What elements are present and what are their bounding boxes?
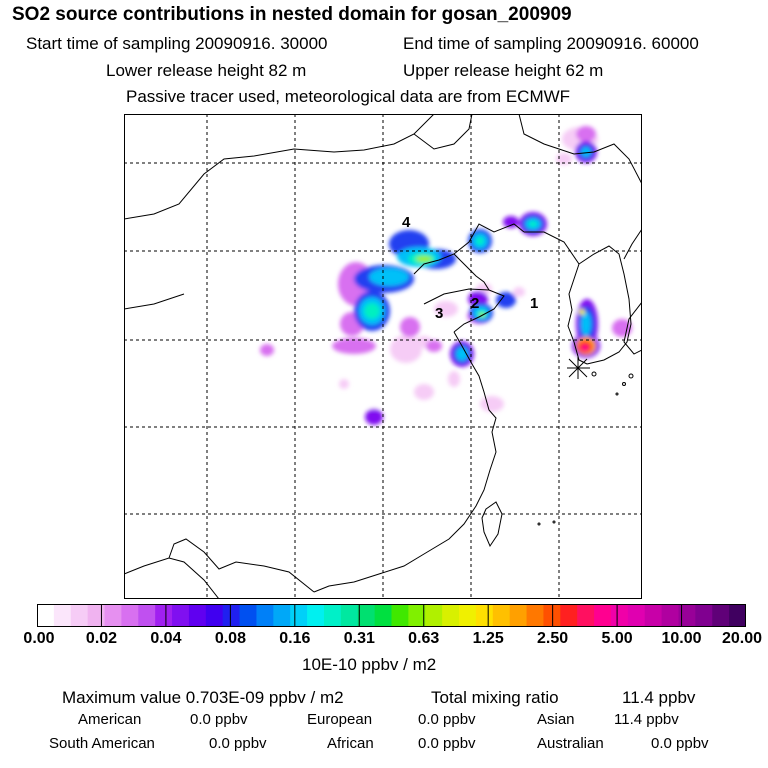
region-label-3: 3 [435, 305, 443, 322]
region-value-asian: 11.4 ppbv [614, 711, 679, 728]
colorbar-cell [290, 604, 308, 627]
region-value-european: 0.0 ppbv [418, 711, 476, 728]
maximum-value-label: Maximum value 0.703E-09 ppbv / m2 [62, 688, 344, 707]
colorbar-cell [442, 604, 460, 627]
map-panel: 4 2 3 1 [124, 114, 642, 599]
colorbar-cell [577, 604, 595, 627]
region-name-asian: Asian [537, 711, 575, 728]
colorbar-cell [87, 604, 106, 627]
colorbar-tick-label: 0.63 [408, 630, 440, 647]
lower-release-height-label: Lower release height 82 m [106, 61, 307, 80]
colorbar-cell [323, 604, 342, 627]
colorbar-tick-label: 20.00 [721, 630, 763, 647]
region-value-american: 0.0 ppbv [190, 711, 248, 728]
colorbar-cell [695, 604, 713, 627]
colorbar-cell [222, 604, 241, 627]
region-value-african: 0.0 ppbv [418, 735, 476, 752]
colorbar-cell [610, 604, 629, 627]
region-name-south-american: South American [49, 735, 155, 752]
colorbar-cell [425, 604, 443, 627]
colorbar-unit-label: 10E-10 ppbv / m2 [302, 655, 437, 674]
map-frame [124, 114, 642, 599]
colorbar-tick-label: 10.00 [661, 630, 702, 647]
colorbar-cell [155, 604, 173, 627]
colorbar-cell [205, 604, 224, 627]
colorbar-cell [627, 604, 646, 627]
colorbar-cell [104, 604, 122, 627]
colorbar-cell [138, 604, 156, 627]
coastlines [124, 114, 642, 599]
colorbar-tick-label: 0.02 [85, 630, 118, 647]
region-name-australian: Australian [537, 735, 604, 752]
colorbar-cell [53, 604, 72, 627]
colorbar-cell [121, 604, 139, 627]
region-label-4: 4 [402, 214, 411, 231]
colorbar-cell [678, 604, 696, 627]
colorbar-tick-label: 0.31 [343, 630, 375, 647]
colorbar-tick-label: 2.50 [537, 630, 569, 647]
colorbar-cell [307, 604, 325, 627]
colorbar-cell [256, 604, 274, 627]
colorbar-cell [594, 604, 612, 627]
colorbar-cell [188, 604, 207, 627]
colorbar-cell [560, 604, 578, 627]
region-value-australian: 0.0 ppbv [651, 735, 709, 752]
lat-lon-grid [124, 114, 642, 599]
upper-release-height-label: Upper release height 62 m [403, 61, 604, 80]
tracer-info-label: Passive tracer used, meteorological data… [126, 87, 571, 106]
colorbar-cell [357, 604, 376, 627]
region-value-south-american: 0.0 ppbv [209, 735, 267, 752]
colorbar-cell [729, 604, 746, 627]
colorbar-tick-label: 0.04 [150, 630, 182, 647]
start-time-label: Start time of sampling 20090916. 30000 [26, 34, 328, 53]
colorbar-cell [273, 604, 291, 627]
colorbar-tick-label: 0.00 [23, 630, 55, 647]
region-label-1: 1 [530, 295, 538, 312]
colorbar-cell [509, 604, 528, 627]
colorbar-cell [712, 604, 730, 627]
colorbar-cell [408, 604, 426, 627]
region-name-african: African [327, 735, 374, 752]
colorbar-tick-label: 5.00 [601, 630, 633, 647]
colorbar-cell [526, 604, 545, 627]
islands [537, 371, 634, 526]
colorbar-cell [661, 604, 680, 627]
region-name-european: European [307, 711, 373, 728]
colorbar-tick-label: 0.08 [214, 630, 246, 647]
region-label-2: 2 [471, 295, 479, 312]
colorbar-tick-label: 1.25 [472, 630, 504, 647]
total-mixing-ratio-value: 11.4 ppbv [622, 688, 696, 707]
colorbar-cell [459, 604, 477, 627]
colorbar-cell [239, 604, 258, 627]
colorbar-cell [37, 604, 55, 627]
colorbar-cell [391, 604, 409, 627]
figure-title: SO2 source contributions in nested domai… [12, 4, 572, 25]
receptor-asterisk-icon [567, 357, 590, 379]
colorbar-cell [340, 604, 359, 627]
concentration-field [260, 126, 632, 425]
colorbar-cell [644, 604, 663, 627]
colorbar-cell [70, 604, 89, 627]
colorbar-cell [374, 604, 393, 627]
end-time-label: End time of sampling 20090916. 60000 [403, 34, 699, 53]
total-mixing-ratio-label: Total mixing ratio [431, 688, 559, 707]
colorbar-tick-label: 0.16 [279, 630, 311, 647]
colorbar-cell [475, 604, 494, 627]
colorbar [37, 604, 746, 627]
colorbar-cell [172, 604, 190, 627]
colorbar-cell [492, 604, 511, 627]
region-name-american: American [78, 711, 142, 728]
